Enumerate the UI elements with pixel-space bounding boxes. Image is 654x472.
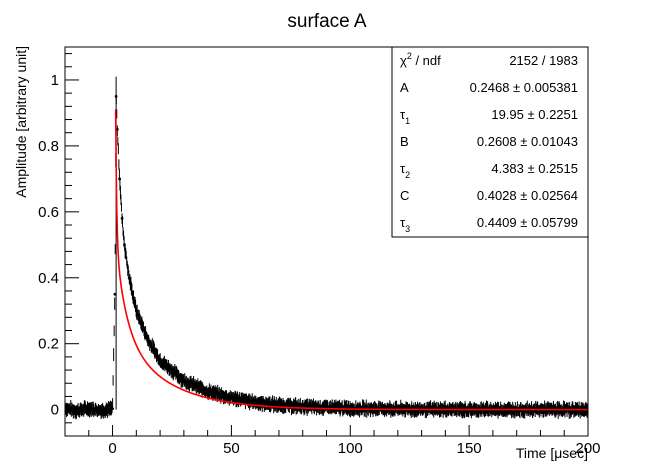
data-point — [99, 408, 103, 412]
stat-value: 0.4028 ± 0.02564 — [477, 188, 578, 203]
y-tick-label: 0 — [51, 402, 59, 419]
y-tick-label: 1 — [51, 72, 59, 89]
chart-title: surface A — [287, 11, 367, 32]
fit-curve — [114, 109, 588, 411]
y-axis-label: Amplitude [arbitrary unit] — [13, 46, 29, 198]
y-axis: 0 0.2 0.4 0.6 0.8 1 — [38, 53, 79, 437]
stat-label: τ3 — [400, 215, 410, 234]
y-tick-label: 0.6 — [38, 204, 59, 221]
stats-box-frame — [391, 46, 589, 238]
stat-label: C — [400, 188, 409, 203]
y-tick-label: 0.4 — [38, 270, 59, 287]
data-point — [65, 406, 67, 410]
x-tick-label: 50 — [223, 440, 240, 457]
data-point — [123, 243, 126, 247]
data-point — [87, 406, 91, 410]
plot-area — [64, 46, 589, 437]
data-point — [182, 379, 186, 383]
data-point — [158, 358, 162, 362]
stat-value: 0.4409 ± 0.05799 — [477, 215, 578, 230]
stat-value: 19.95 ± 0.2251 — [491, 107, 578, 122]
stat-label: τ1 — [400, 107, 410, 126]
x-axis-label: Time [μsec] — [516, 445, 588, 461]
data-point — [206, 390, 210, 393]
stat-value: 4.383 ± 0.2515 — [491, 161, 578, 176]
x-tick-label: 200 — [575, 440, 600, 457]
data-point — [118, 177, 122, 181]
data-point — [134, 309, 138, 313]
x-tick-label: 100 — [338, 440, 363, 457]
y-tick-label: 0.2 — [38, 336, 59, 353]
x-axis: 0 50 100 150 200 — [64, 425, 601, 457]
data-point — [253, 400, 257, 404]
data-point — [127, 276, 131, 280]
data-point — [146, 338, 150, 342]
stat-label: χ2 / ndf — [400, 51, 441, 68]
stat-label: τ2 — [400, 161, 410, 180]
data-point — [277, 403, 281, 407]
x-tick-label: 0 — [108, 440, 116, 457]
fit-stats-box: χ2 / ndf 2152 / 1983 A 0.2468 ± 0.005381 τ1 1… — [391, 46, 589, 238]
stat-label: A — [400, 80, 409, 95]
x-tick-label: 150 — [457, 440, 482, 457]
stat-label: B — [400, 134, 409, 149]
stat-value: 0.2608 ± 0.01043 — [477, 134, 578, 149]
stat-value: 2152 / 1983 — [509, 53, 578, 68]
y-tick-label: 0.8 — [38, 138, 59, 155]
data-point — [120, 217, 124, 220]
data-point — [230, 396, 233, 400]
stat-value: 0.2468 ± 0.005381 — [470, 80, 578, 95]
data-point — [111, 407, 114, 411]
